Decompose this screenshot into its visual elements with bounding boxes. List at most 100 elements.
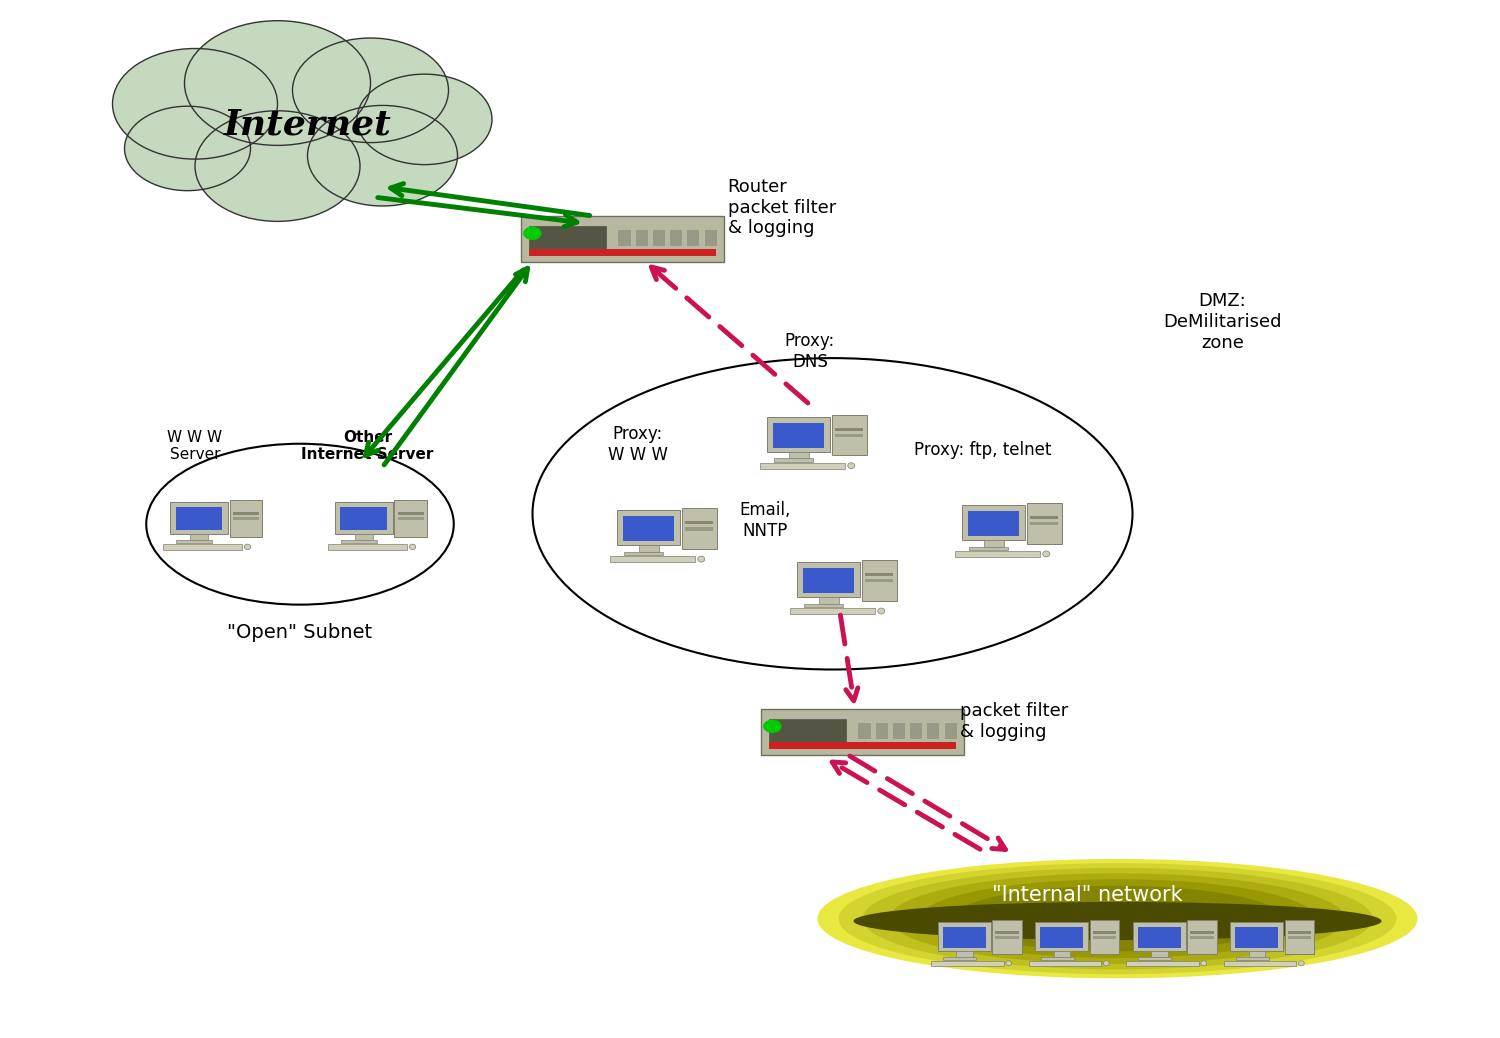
Bar — [993, 921, 1022, 955]
Bar — [230, 500, 262, 538]
Bar — [652, 229, 664, 246]
Bar — [682, 509, 717, 549]
Bar — [356, 534, 374, 540]
Ellipse shape — [839, 864, 1396, 974]
Circle shape — [524, 227, 542, 239]
Bar — [1089, 921, 1119, 955]
Bar — [969, 547, 1008, 550]
Bar — [522, 216, 723, 262]
Bar — [1040, 927, 1083, 948]
Bar — [530, 226, 606, 251]
Ellipse shape — [847, 463, 855, 469]
Bar — [804, 568, 853, 593]
Bar — [1030, 522, 1059, 525]
Text: W W W
Server: W W W Server — [168, 430, 222, 462]
Ellipse shape — [1299, 961, 1304, 965]
FancyBboxPatch shape — [164, 544, 242, 549]
Text: Email,
NNTP: Email, NNTP — [740, 501, 790, 540]
Bar — [1035, 922, 1088, 952]
Bar — [618, 229, 630, 246]
Bar — [176, 508, 222, 530]
Bar — [190, 534, 208, 540]
Bar — [865, 579, 894, 582]
Ellipse shape — [818, 859, 1418, 978]
Text: Router
packet filter
& logging: Router packet filter & logging — [728, 177, 836, 238]
Bar — [994, 936, 1018, 939]
Bar — [774, 422, 824, 447]
Ellipse shape — [532, 358, 1132, 670]
Bar — [789, 452, 808, 459]
Bar — [1190, 936, 1214, 939]
Bar — [686, 527, 714, 530]
Bar — [398, 512, 423, 515]
Bar — [1138, 957, 1172, 960]
Bar — [1137, 927, 1180, 948]
Bar — [798, 562, 859, 597]
Bar — [804, 604, 843, 607]
FancyBboxPatch shape — [932, 961, 1004, 965]
Ellipse shape — [357, 74, 492, 165]
Bar — [686, 521, 714, 524]
Bar — [398, 518, 423, 520]
Bar — [1236, 957, 1269, 960]
Ellipse shape — [244, 544, 250, 549]
Bar — [394, 500, 427, 538]
Ellipse shape — [1104, 961, 1108, 965]
Bar — [876, 722, 888, 739]
Bar — [1230, 922, 1282, 952]
FancyBboxPatch shape — [1224, 961, 1296, 965]
Bar — [942, 927, 986, 948]
Ellipse shape — [920, 879, 1316, 958]
Bar — [1132, 922, 1185, 952]
Bar — [774, 459, 813, 462]
FancyBboxPatch shape — [954, 551, 1041, 557]
Bar — [994, 931, 1018, 934]
Ellipse shape — [952, 885, 1282, 952]
Bar — [1030, 516, 1059, 519]
Bar — [892, 722, 904, 739]
Text: DMZ:
DeMilitarised
zone: DMZ: DeMilitarised zone — [1164, 292, 1281, 352]
Ellipse shape — [308, 106, 458, 206]
FancyBboxPatch shape — [1126, 961, 1198, 965]
Bar — [831, 415, 867, 456]
Text: "Internal" network: "Internal" network — [992, 884, 1184, 905]
Bar — [687, 229, 699, 246]
Bar — [858, 722, 870, 739]
Bar — [770, 742, 956, 749]
Bar — [1250, 952, 1266, 957]
Bar — [1284, 921, 1314, 955]
Ellipse shape — [112, 49, 278, 159]
Bar — [1287, 936, 1311, 939]
Ellipse shape — [890, 873, 1346, 964]
Text: Other
Internet Server: Other Internet Server — [302, 430, 433, 462]
Bar — [938, 922, 990, 952]
Bar — [945, 722, 957, 739]
Bar — [768, 416, 830, 452]
Bar — [1026, 503, 1062, 544]
Bar — [836, 434, 864, 437]
FancyBboxPatch shape — [328, 544, 406, 549]
Bar — [624, 552, 663, 555]
Ellipse shape — [292, 38, 448, 142]
Bar — [963, 504, 1024, 540]
Ellipse shape — [1007, 961, 1011, 965]
FancyBboxPatch shape — [789, 608, 876, 614]
Bar — [1287, 931, 1311, 934]
Bar — [636, 229, 648, 246]
Bar — [969, 511, 1018, 536]
Bar — [530, 249, 716, 256]
Ellipse shape — [1202, 961, 1206, 965]
FancyBboxPatch shape — [1029, 961, 1101, 965]
Bar — [340, 540, 376, 543]
Ellipse shape — [124, 106, 250, 191]
Bar — [984, 540, 1004, 547]
Bar — [705, 229, 717, 246]
Bar — [910, 722, 922, 739]
Bar — [340, 508, 387, 530]
Bar — [1092, 936, 1116, 939]
Bar — [618, 510, 680, 545]
Bar — [1092, 931, 1116, 934]
Bar — [1041, 957, 1074, 960]
Ellipse shape — [147, 444, 453, 604]
Bar — [232, 512, 258, 515]
